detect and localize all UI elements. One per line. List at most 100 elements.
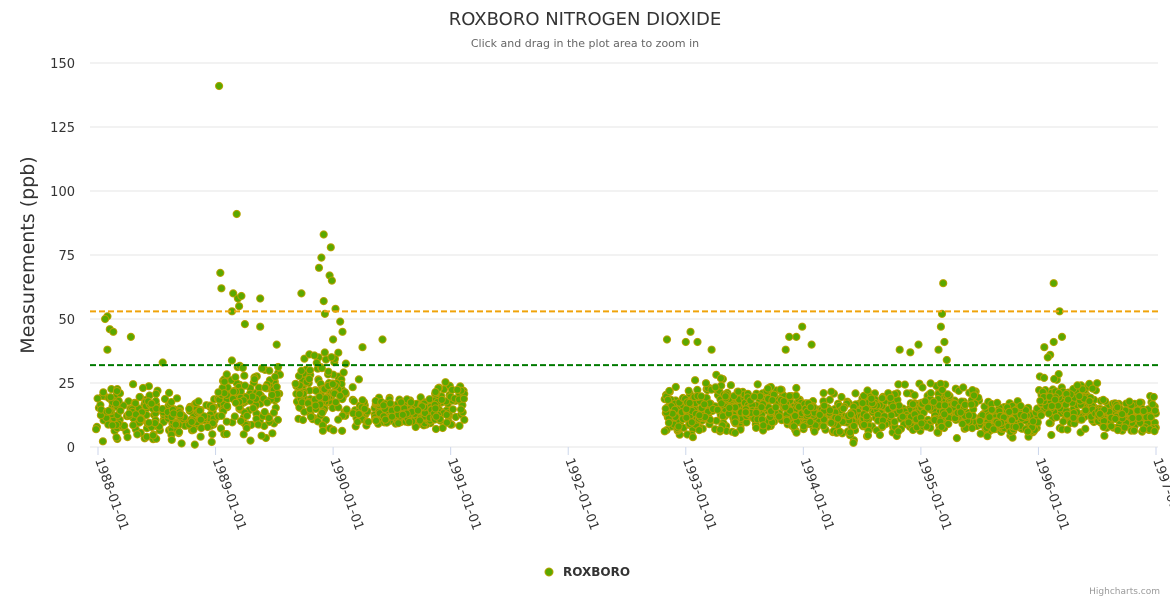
data-point[interactable]: [894, 427, 903, 436]
data-point[interactable]: [895, 345, 904, 354]
data-point[interactable]: [827, 387, 836, 396]
data-point[interactable]: [437, 395, 446, 404]
data-point[interactable]: [354, 410, 363, 419]
data-point[interactable]: [1044, 409, 1053, 418]
data-point[interactable]: [782, 416, 791, 425]
data-point[interactable]: [327, 276, 336, 285]
data-point[interactable]: [232, 209, 241, 219]
data-point[interactable]: [272, 340, 281, 349]
data-point[interactable]: [273, 415, 282, 424]
data-point[interactable]: [684, 386, 693, 395]
data-point[interactable]: [387, 412, 397, 421]
data-point[interactable]: [1040, 343, 1049, 352]
legend-item-roxboro[interactable]: ROXBORO: [563, 565, 630, 579]
data-point[interactable]: [902, 389, 912, 398]
data-point[interactable]: [806, 417, 815, 427]
data-point[interactable]: [833, 414, 843, 423]
data-point[interactable]: [318, 426, 327, 435]
data-point[interactable]: [336, 317, 345, 326]
data-point[interactable]: [315, 392, 324, 401]
data-point[interactable]: [99, 388, 108, 397]
data-point[interactable]: [1045, 419, 1054, 428]
credits-link[interactable]: Highcharts.com: [1089, 587, 1160, 597]
data-point[interactable]: [329, 335, 338, 344]
data-point[interactable]: [214, 388, 223, 397]
data-point[interactable]: [863, 386, 872, 395]
data-point[interactable]: [1073, 381, 1082, 390]
data-point[interactable]: [835, 427, 844, 436]
data-point[interactable]: [1081, 424, 1090, 433]
data-point[interactable]: [269, 408, 278, 417]
data-point[interactable]: [944, 419, 953, 429]
data-point[interactable]: [1113, 403, 1122, 412]
data-point[interactable]: [1111, 414, 1120, 423]
data-point[interactable]: [839, 404, 848, 413]
data-point[interactable]: [886, 393, 895, 402]
data-point[interactable]: [260, 407, 269, 417]
data-point[interactable]: [222, 417, 231, 426]
data-point[interactable]: [940, 337, 949, 347]
data-point[interactable]: [752, 408, 761, 417]
data-point[interactable]: [1059, 417, 1068, 426]
data-point[interactable]: [353, 417, 362, 427]
data-point[interactable]: [442, 418, 451, 427]
data-point[interactable]: [239, 430, 248, 439]
data-point[interactable]: [264, 414, 273, 423]
data-point[interactable]: [785, 332, 794, 341]
data-point[interactable]: [106, 393, 115, 402]
data-point[interactable]: [135, 392, 144, 402]
data-point[interactable]: [229, 289, 238, 298]
data-point[interactable]: [175, 427, 184, 437]
data-point[interactable]: [940, 401, 950, 410]
data-point[interactable]: [306, 412, 316, 422]
data-point[interactable]: [256, 322, 265, 331]
data-point[interactable]: [310, 351, 319, 360]
data-point[interactable]: [1007, 416, 1017, 425]
data-point[interactable]: [334, 415, 343, 424]
data-point[interactable]: [126, 332, 135, 341]
data-point[interactable]: [220, 377, 229, 386]
data-point[interactable]: [230, 412, 239, 421]
data-point[interactable]: [908, 400, 918, 409]
data-point[interactable]: [268, 390, 277, 400]
data-point[interactable]: [716, 425, 725, 434]
data-point[interactable]: [926, 389, 935, 398]
data-point[interactable]: [1011, 422, 1020, 432]
data-point[interactable]: [819, 422, 828, 431]
data-point[interactable]: [217, 411, 226, 420]
data-point[interactable]: [103, 345, 112, 354]
data-point[interactable]: [721, 392, 730, 401]
data-point[interactable]: [341, 359, 350, 368]
data-point[interactable]: [858, 399, 867, 408]
data-point[interactable]: [1047, 430, 1056, 440]
data-point[interactable]: [295, 390, 304, 399]
data-point[interactable]: [1139, 425, 1148, 434]
data-point[interactable]: [160, 394, 170, 404]
data-point[interactable]: [664, 418, 674, 427]
data-point[interactable]: [976, 429, 985, 438]
data-point[interactable]: [1128, 413, 1137, 423]
data-point[interactable]: [448, 405, 457, 414]
data-point[interactable]: [713, 405, 722, 414]
data-point[interactable]: [671, 382, 680, 392]
data-point[interactable]: [967, 400, 976, 409]
data-point[interactable]: [771, 403, 780, 412]
data-point[interactable]: [398, 410, 407, 419]
data-point[interactable]: [906, 348, 915, 357]
data-point[interactable]: [660, 427, 669, 436]
data-point[interactable]: [112, 387, 122, 396]
data-point[interactable]: [131, 399, 140, 408]
data-point[interactable]: [1023, 427, 1032, 436]
data-point[interactable]: [1043, 353, 1052, 362]
data-point[interactable]: [914, 340, 923, 349]
data-point[interactable]: [305, 374, 314, 384]
data-point[interactable]: [208, 430, 217, 439]
data-point[interactable]: [298, 415, 308, 425]
data-point[interactable]: [456, 405, 466, 414]
data-point[interactable]: [987, 405, 996, 414]
data-point[interactable]: [969, 391, 979, 400]
data-point[interactable]: [432, 412, 441, 421]
data-point[interactable]: [725, 403, 734, 412]
data-point[interactable]: [846, 410, 855, 419]
plot-area[interactable]: [90, 81, 1160, 449]
